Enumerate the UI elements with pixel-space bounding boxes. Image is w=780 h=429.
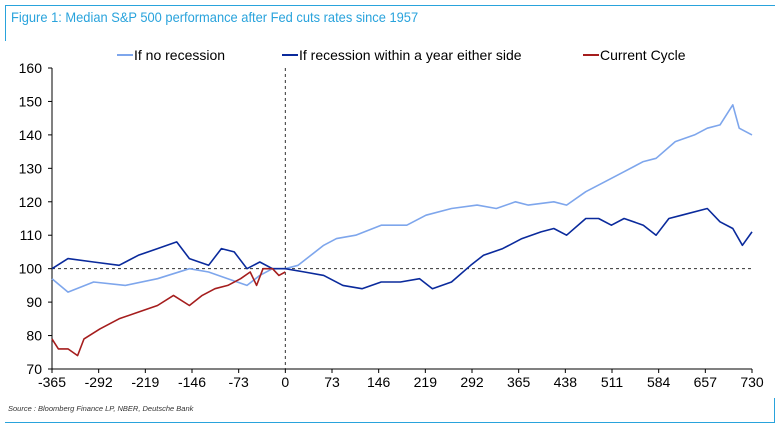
x-tick-label: 584: [647, 374, 671, 390]
legend-label-1: If no recession: [134, 47, 225, 63]
x-tick-label: 511: [601, 374, 624, 390]
x-tick-label: -73: [229, 374, 249, 390]
x-tick-label: 365: [507, 374, 531, 390]
source-note: Source : Bloomberg Finance LP, NBER, Deu…: [8, 404, 194, 413]
legend-label-3: Current Cycle: [600, 47, 686, 63]
axes: 70 80 90 100 110 120 130 140 150 160 -365 -292 -219 -…: [19, 60, 764, 390]
series-line-1: [51, 104, 753, 293]
figure-title: Figure 1: Median S&P 500 performance aft…: [11, 9, 419, 25]
x-tick-label: 219: [414, 374, 438, 390]
x-tick-label: -219: [131, 374, 159, 390]
y-tick-label: 80: [26, 328, 42, 344]
y-tick-label: 110: [20, 227, 43, 243]
x-tick-label: 730: [740, 374, 764, 390]
frame-left-border: [5, 5, 6, 41]
series-line-3: [51, 267, 286, 357]
y-tick-label: 130: [19, 160, 43, 176]
x-tick-label: -292: [85, 374, 113, 390]
x-tick-label: 73: [324, 374, 340, 390]
frame-right-border: [774, 398, 775, 423]
frame-bottom-border: [5, 422, 775, 423]
y-tick-label: 90: [26, 294, 42, 310]
x-tick-label: 0: [281, 374, 289, 390]
x-tick-label: 657: [694, 374, 718, 390]
legend: If no recession If recession within a yea…: [117, 47, 686, 63]
y-tick-label: 120: [19, 194, 43, 210]
x-tick-label: 438: [554, 374, 578, 390]
y-tick-label: 160: [19, 60, 43, 76]
y-tick-label: 70: [26, 361, 42, 377]
reference-lines: [52, 68, 752, 369]
frame-top-border: [5, 5, 775, 6]
legend-label-2: If recession within a year either side: [299, 47, 522, 63]
series-line-2: [51, 207, 753, 290]
y-tick-label: 140: [19, 127, 43, 143]
y-tick-label: 150: [19, 93, 43, 109]
series-lines: [51, 104, 753, 357]
x-tick-label: -365: [38, 374, 66, 390]
x-tick-label: 146: [367, 374, 391, 390]
y-tick-label: 100: [19, 261, 43, 277]
x-tick-label: 292: [460, 374, 484, 390]
x-tick-label: -146: [178, 374, 206, 390]
